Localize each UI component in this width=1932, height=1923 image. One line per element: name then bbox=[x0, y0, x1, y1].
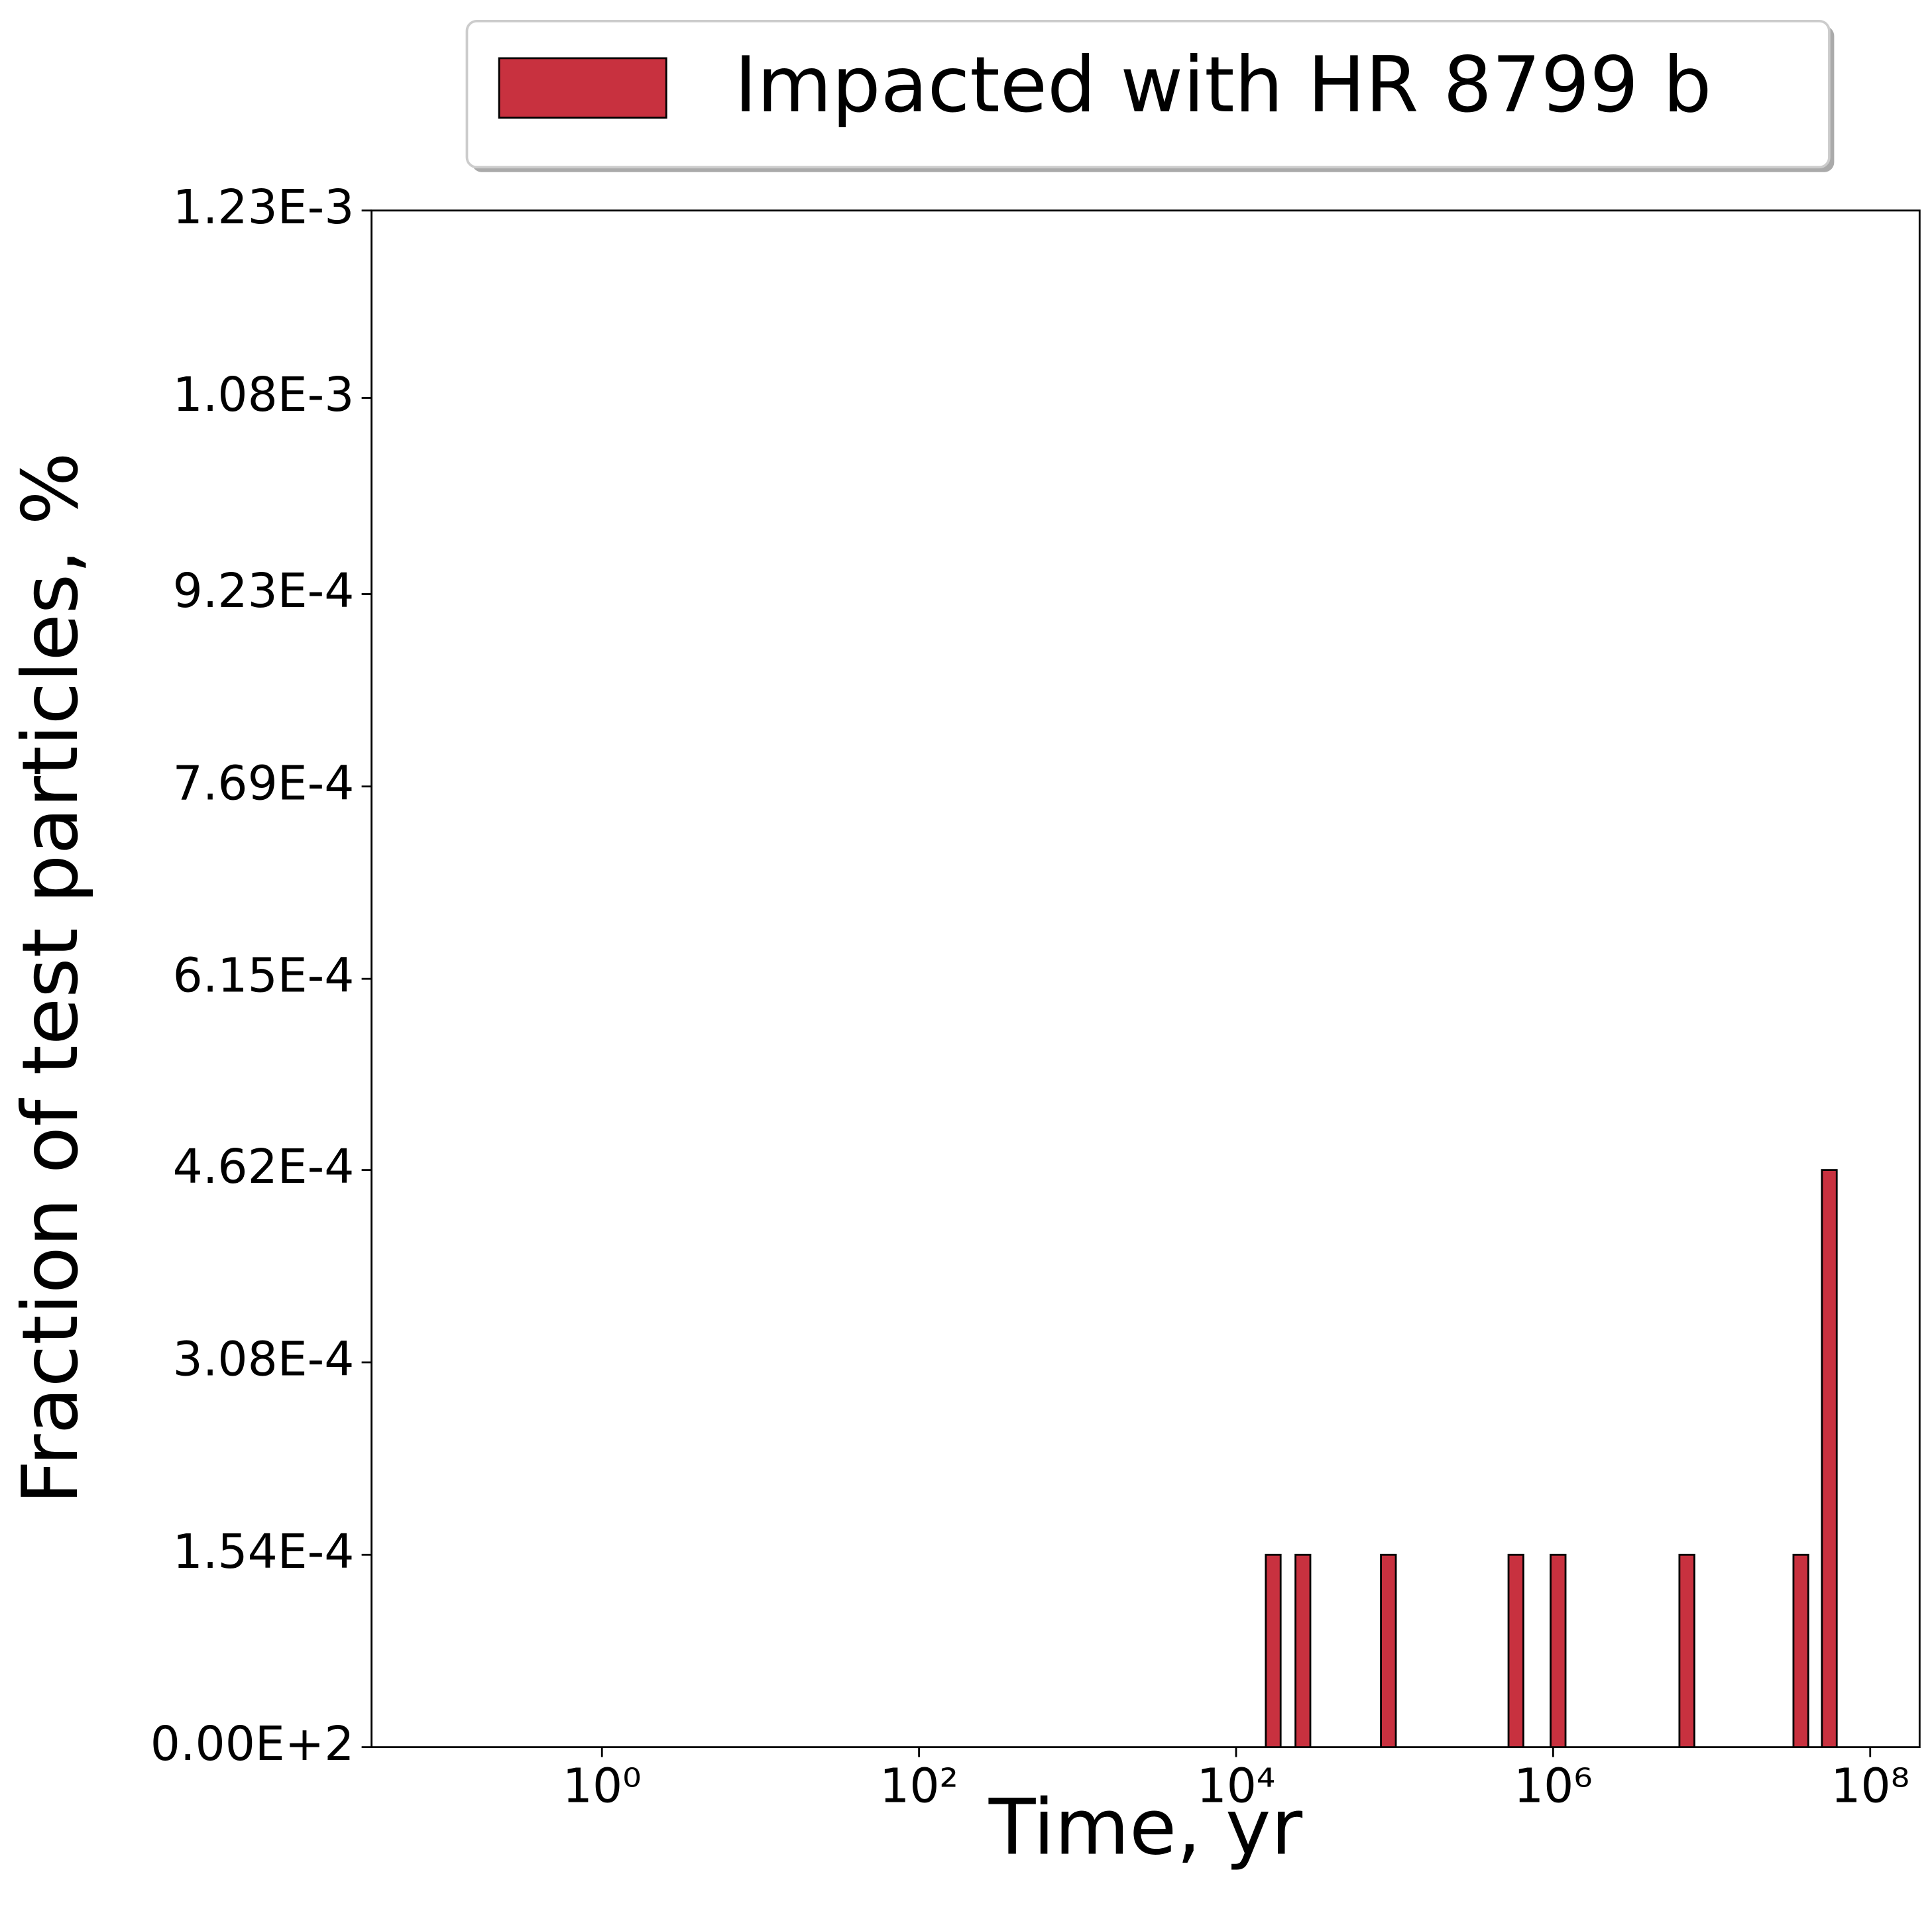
x-axis-label: Time, yr bbox=[988, 1783, 1303, 1872]
y-axis-label: Fraction of test particles, % bbox=[6, 452, 95, 1504]
plot-frame bbox=[370, 209, 1921, 1749]
y-tick-label: 1.08E-3 bbox=[173, 367, 355, 422]
bar bbox=[1294, 1553, 1312, 1749]
bar bbox=[1550, 1553, 1567, 1749]
legend-swatch bbox=[498, 57, 667, 119]
bar bbox=[1678, 1553, 1695, 1749]
legend-label: Impacted with HR 8799 b bbox=[734, 40, 1711, 130]
y-tick-label: 4.62E-4 bbox=[173, 1139, 355, 1194]
y-tick-label: 7.69E-4 bbox=[173, 755, 355, 810]
x-tick-label: 10⁸ bbox=[1831, 1759, 1909, 1814]
legend-box bbox=[465, 19, 1831, 169]
y-tick-label: 0.00E+2 bbox=[150, 1716, 355, 1771]
y-tick-label: 6.15E-4 bbox=[173, 948, 355, 1003]
y-tick-label: 1.54E-4 bbox=[173, 1524, 355, 1579]
bar bbox=[1380, 1553, 1397, 1749]
y-tick-label: 9.23E-4 bbox=[173, 563, 355, 618]
bar bbox=[1265, 1553, 1282, 1749]
bar bbox=[1792, 1553, 1809, 1749]
y-tick-label: 1.23E-3 bbox=[173, 180, 355, 235]
x-tick-label: 10² bbox=[880, 1759, 958, 1814]
x-tick-label: 10⁶ bbox=[1514, 1759, 1593, 1814]
x-tick-label: 10⁰ bbox=[563, 1759, 642, 1814]
y-tick-label: 3.08E-4 bbox=[173, 1331, 355, 1386]
bar bbox=[1507, 1553, 1524, 1749]
x-tick-label: 10⁴ bbox=[1197, 1759, 1276, 1814]
bar bbox=[1821, 1169, 1838, 1749]
